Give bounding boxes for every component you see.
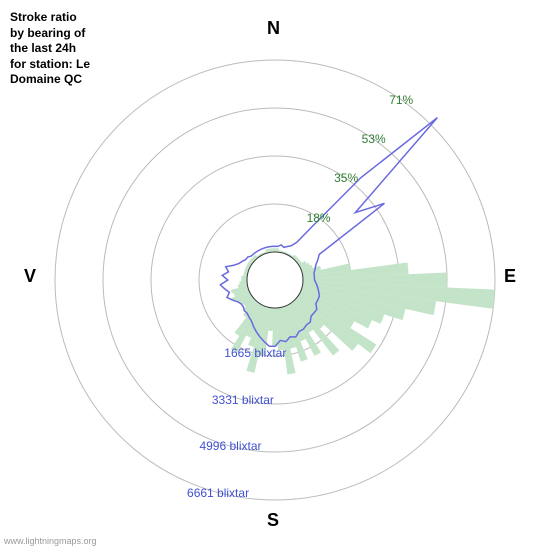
pct-ring-label: 53% (362, 132, 386, 146)
cardinal-N: N (267, 18, 280, 39)
pct-ring-label: 18% (307, 211, 331, 225)
pct-ring-label: 71% (389, 93, 413, 107)
cardinal-S: S (267, 510, 279, 531)
blixtar-ring-label: 3331 blixtar (212, 393, 274, 407)
chart-svg (0, 0, 550, 550)
polar-chart (0, 0, 550, 550)
blixtar-ring-label: 1665 blixtar (224, 346, 286, 360)
stroke-bar (241, 279, 247, 282)
attribution: www.lightningmaps.org (4, 536, 97, 546)
stroke-bar (274, 248, 277, 252)
cardinal-E: E (504, 266, 516, 287)
cardinal-V: V (24, 266, 36, 287)
blixtar-ring-label: 6661 blixtar (187, 486, 249, 500)
center-hole (247, 252, 303, 308)
blixtar-ring-label: 4996 blixtar (199, 439, 261, 453)
pct-ring-label: 35% (334, 171, 358, 185)
